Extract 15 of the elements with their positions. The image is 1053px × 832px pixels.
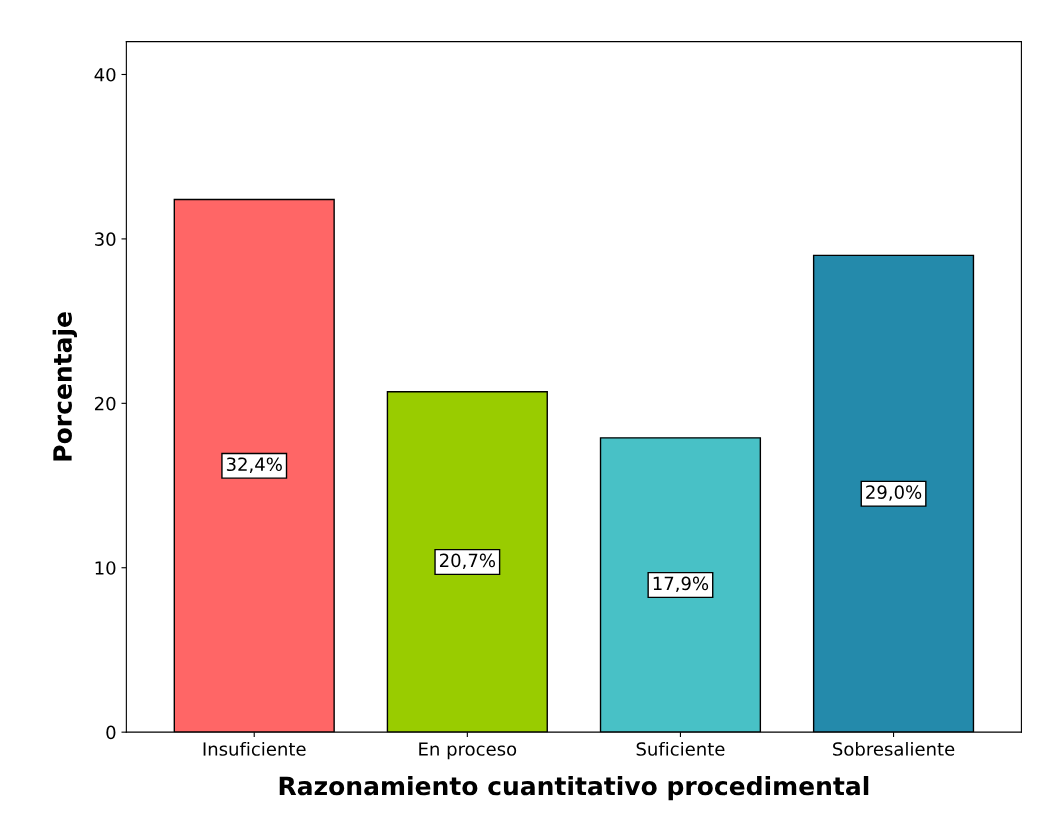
data-label: 29,0% <box>866 485 922 501</box>
x-tick-label: En proceso <box>419 742 517 760</box>
x-tick-label: Suficiente <box>636 741 725 756</box>
data-label: 32,4% <box>226 457 282 473</box>
y-tick-label: 30 <box>95 232 116 247</box>
y-tick-label: 10 <box>95 561 116 575</box>
data-label: 20,7% <box>439 553 496 570</box>
y-axis-title: Porcentaje <box>52 312 77 461</box>
y-tick-label: 40 <box>94 67 116 82</box>
y-tick-label: 0 <box>106 725 116 740</box>
x-tick-label: Insuficiente <box>203 741 306 756</box>
x-axis-title: Razonamiento cuantitativo procedimental <box>279 776 869 801</box>
data-label: 17,9% <box>653 576 709 593</box>
x-tick-label: Sobresaliente <box>833 741 955 756</box>
y-tick-label: 20 <box>94 396 116 411</box>
